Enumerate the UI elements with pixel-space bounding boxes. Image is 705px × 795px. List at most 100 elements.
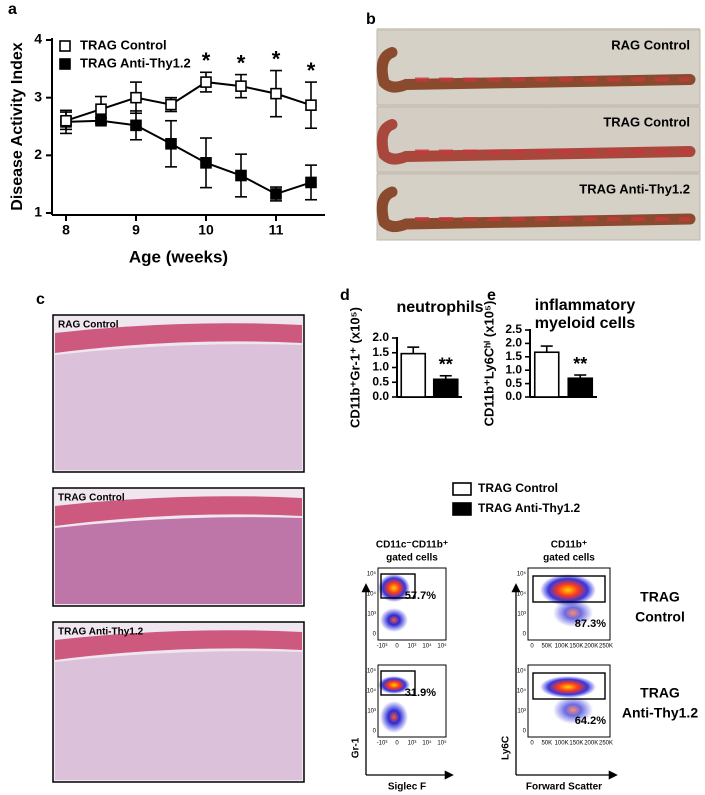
y-tick-label: 10⁵ [367, 668, 377, 675]
marker [130, 91, 142, 104]
x-tick-label: 200K [584, 644, 598, 650]
marker [200, 76, 212, 88]
plot-header: gated cells [543, 553, 595, 564]
y-tick-label: 4 [34, 31, 42, 47]
x-tick-label: 0 [530, 644, 534, 650]
legend-marker [59, 58, 71, 70]
y-tick-label: 0.0 [505, 389, 522, 403]
colon [376, 119, 696, 165]
y-tick-label: 0 [373, 632, 377, 638]
y-tick-label: 2.0 [505, 336, 522, 350]
panel-label: d [340, 287, 350, 304]
y-tick-label: 10³ [517, 709, 526, 715]
marker [200, 157, 212, 169]
x-tick-label: 10³ [408, 741, 417, 747]
significance: * [202, 48, 211, 73]
x-tick-label: 200K [584, 741, 598, 747]
x-tick-label: 10⁵ [437, 643, 447, 650]
plot-header: CD11b⁺ [551, 540, 587, 551]
y-tick-label: 0 [523, 729, 527, 735]
series-line [65, 119, 312, 196]
photo-label: RAG Control [611, 37, 690, 52]
x-tick-label: 10⁴ [422, 740, 432, 747]
x-tick-label: 50K [541, 741, 552, 747]
population [553, 696, 593, 724]
x-tick-label: 50K [541, 644, 552, 650]
panel-label: a [8, 1, 17, 18]
marker [165, 98, 177, 111]
y-axis-label: Disease Activity Index [9, 42, 26, 210]
y-tick-label: 10³ [517, 612, 526, 618]
gate [532, 575, 606, 603]
marker [235, 80, 247, 92]
y-tick-label: 1.0 [505, 362, 522, 376]
image-label: TRAG Anti-Thy1.2 [58, 627, 144, 638]
chart-title: inflammatory [535, 297, 636, 314]
legend-label: TRAG Control [478, 481, 558, 495]
population [540, 574, 596, 606]
panel-label: b [366, 11, 376, 28]
population [380, 701, 408, 733]
significance: ** [573, 354, 587, 374]
y-tick-label: 1 [34, 204, 42, 220]
y-tick-label: 10⁴ [517, 688, 527, 695]
x-tick-label: 9 [132, 222, 140, 238]
legend-label: TRAG Control [80, 37, 167, 52]
y-tick-label: 0.5 [372, 374, 389, 388]
marker [95, 103, 107, 115]
x-tick-label: 11 [269, 222, 284, 238]
y-tick-label: 3 [34, 88, 42, 104]
row-label: Control [635, 609, 685, 625]
population [378, 574, 410, 602]
image-label: TRAG Control [58, 493, 125, 504]
marker [165, 138, 177, 150]
x-axis-label: Siglec F [388, 782, 426, 793]
bar [400, 352, 427, 398]
x-tick-label: 10³ [408, 644, 417, 650]
y-tick-label: 2.0 [372, 330, 389, 344]
gate-percentage: 57.7% [405, 590, 436, 602]
bar [432, 378, 459, 398]
plot-header: gated cells [386, 553, 438, 564]
y-tick-label: 10³ [367, 612, 376, 618]
gate [380, 670, 416, 696]
x-tick-label: 10 [198, 222, 214, 238]
marker [95, 114, 107, 127]
y-tick-label: 10⁴ [517, 591, 527, 598]
muscularis [55, 496, 302, 526]
x-tick-label: -10³ [377, 741, 388, 747]
error-bar [407, 346, 420, 354]
marker [270, 87, 282, 100]
gate-percentage: 87.3% [575, 618, 606, 630]
marker [305, 99, 317, 111]
y-axis-label: Ly6C [501, 736, 512, 760]
mucosa [55, 651, 302, 780]
marker [270, 188, 282, 200]
y-tick-label: 1.5 [505, 349, 522, 363]
x-tick-label: 10⁴ [422, 643, 432, 650]
x-tick-label: 250K [599, 741, 613, 747]
y-tick-label: 10⁵ [517, 571, 527, 578]
mucosa [55, 344, 302, 470]
y-tick-label: 0.5 [505, 376, 522, 390]
significance: * [272, 46, 281, 71]
legend-marker [452, 502, 472, 516]
row-label: Anti-Thy1.2 [622, 705, 698, 721]
panel-label: e [487, 287, 496, 304]
bar [533, 351, 560, 398]
marker [60, 114, 72, 127]
y-tick-label: 10³ [367, 709, 376, 715]
chart-title: myeloid cells [535, 315, 636, 332]
y-tick-label: 0.0 [372, 389, 389, 403]
row-label: TRAG [640, 589, 680, 605]
photo-strip [376, 29, 701, 106]
population [540, 676, 596, 698]
x-axis-label: Forward Scatter [526, 782, 602, 793]
gate-percentage: 31.9% [405, 687, 436, 699]
x-tick-label: 0 [395, 644, 399, 650]
y-tick-label: 0 [373, 729, 377, 735]
mucosa [55, 517, 302, 604]
population [380, 608, 408, 632]
y-tick-label: 1.5 [372, 345, 389, 359]
